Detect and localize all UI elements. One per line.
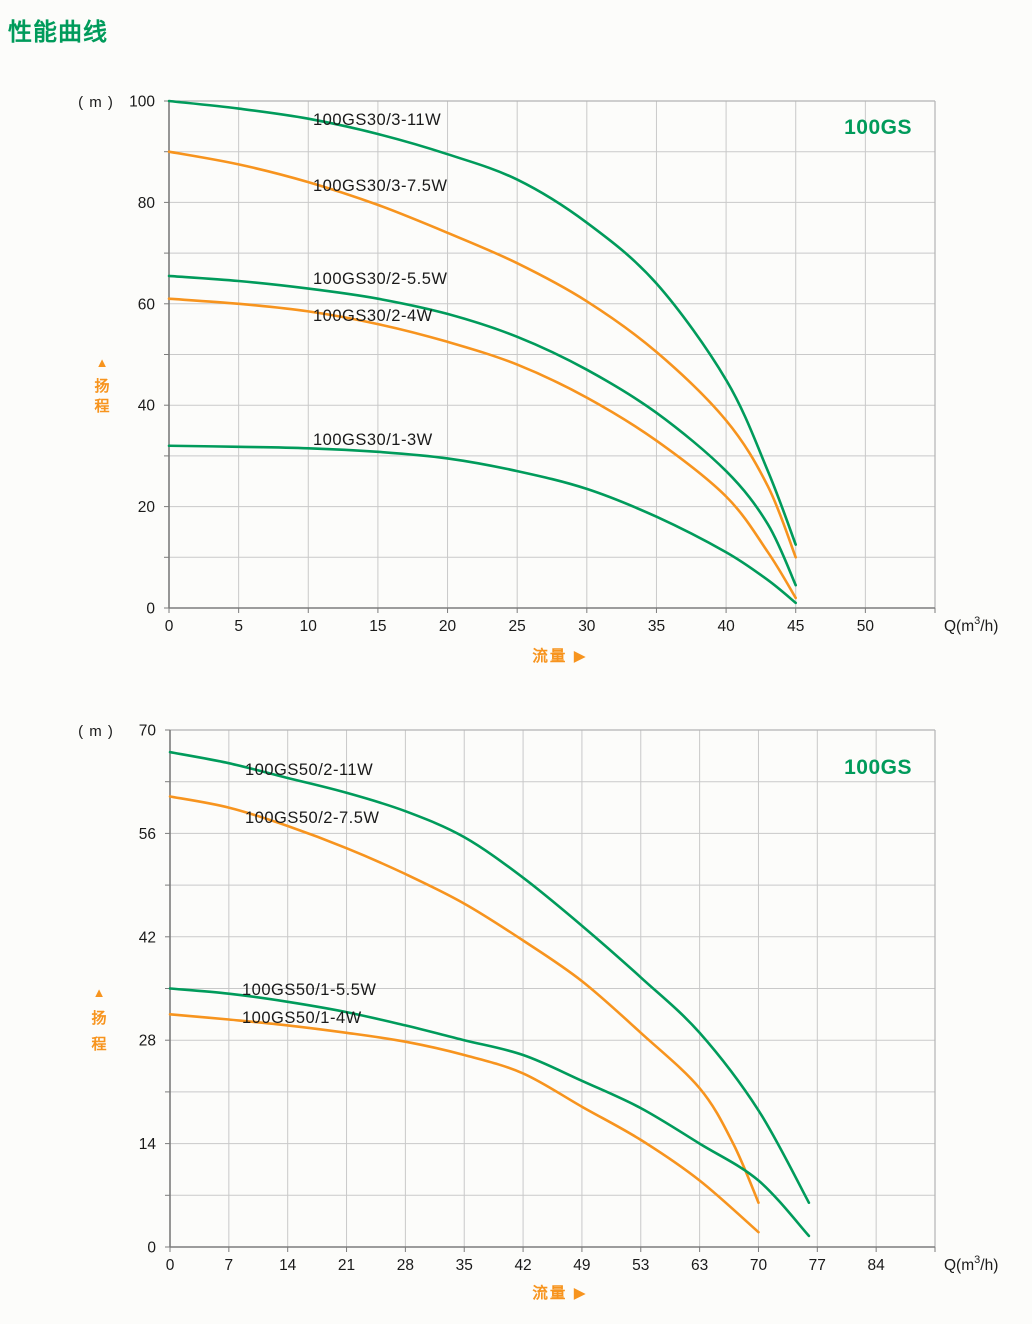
- curve-100GS50/1-4W: [168, 1013, 760, 1234]
- curve-label: 100GS30/3-11W: [313, 111, 441, 129]
- x-tick-label: 20: [439, 618, 457, 635]
- y-tick-label: 20: [138, 499, 156, 516]
- x-tick-label: 14: [279, 1257, 297, 1274]
- x-tick-label: 50: [857, 618, 875, 635]
- curve-100GS30/2-5.5W: [167, 274, 797, 587]
- x-tick-label: 30: [578, 618, 596, 635]
- arrow-up-icon: ▲: [96, 355, 109, 370]
- brand-label: 100GS: [844, 756, 912, 779]
- x-tick-label: 63: [691, 1257, 708, 1274]
- x-unit-label: Q(m3/h): [944, 1254, 998, 1274]
- x-tick-label: 28: [397, 1257, 414, 1274]
- x-tick-label: 15: [369, 618, 386, 635]
- y-tick-label: 70: [139, 723, 157, 740]
- brand-label: 100GS: [844, 116, 912, 139]
- x-axis-caption: 流量 ▶: [532, 646, 587, 665]
- curve-100GS30/3-7.5W: [167, 150, 797, 559]
- y-axis-caption: 程: [94, 398, 109, 415]
- y-tick-label: 56: [139, 826, 156, 843]
- curve-label: 100GS30/1-3W: [313, 431, 433, 449]
- x-tick-label: 45: [787, 618, 804, 635]
- x-tick-label: 21: [338, 1257, 355, 1274]
- curve-label: 100GS50/1-4W: [242, 1009, 362, 1027]
- curve-label: 100GS30/2-5.5W: [313, 270, 448, 288]
- x-tick-label: 42: [514, 1257, 531, 1274]
- curve-100GS50/2-11W: [168, 750, 811, 1204]
- y-tick-label: 40: [138, 398, 156, 415]
- x-tick-label: 0: [166, 1257, 175, 1274]
- y-unit-label: ( m ): [78, 94, 114, 111]
- page-title: 性能曲线: [8, 19, 108, 46]
- y-axis-caption: 扬: [91, 1009, 106, 1027]
- curve-label: 100GS30/3-7.5W: [313, 177, 448, 195]
- y-tick-label: 28: [139, 1033, 156, 1050]
- x-tick-label: 70: [750, 1257, 768, 1274]
- curve-label: 100GS50/2-7.5W: [245, 809, 380, 827]
- x-tick-label: 53: [632, 1257, 649, 1274]
- x-tick-label: 35: [648, 618, 665, 635]
- axis-ticks: [164, 100, 936, 613]
- y-tick-label: 0: [146, 601, 155, 618]
- grid-lines: [170, 730, 935, 1247]
- grid-lines: [169, 101, 935, 608]
- arrow-up-icon: ▲: [93, 985, 106, 1000]
- x-tick-label: 84: [868, 1257, 886, 1274]
- x-tick-label: 77: [809, 1257, 826, 1274]
- curve-label: 100GS50/2-11W: [245, 761, 373, 779]
- curve-100GS30/1-3W: [167, 444, 797, 605]
- x-tick-label: 40: [717, 618, 735, 635]
- y-tick-label: 100: [129, 94, 155, 111]
- y-axis-caption: 程: [91, 1036, 106, 1053]
- curve-label: 100GS50/1-5.5W: [242, 981, 377, 999]
- curve-100GS50/2-7.5W: [168, 795, 760, 1204]
- x-tick-label: 5: [234, 618, 243, 635]
- curve-100GS30/2-4W: [167, 297, 797, 600]
- x-tick-label: 25: [509, 618, 526, 635]
- arrow-right-icon: ▶: [567, 648, 587, 665]
- x-tick-label: 10: [300, 618, 318, 635]
- plot-border: [170, 729, 936, 1247]
- y-tick-label: 0: [147, 1240, 156, 1257]
- chart-100gs50: 0 7 14 21 28 35 42 49 53 63 70 77 84 Q(m3/h) 0 14 28 42 56…: [78, 723, 998, 1303]
- x-tick-label: 49: [573, 1257, 590, 1274]
- plot-border: [169, 100, 936, 608]
- x-tick-label: 0: [165, 618, 174, 635]
- chart-100gs30: 0 5 10 15 20 25 30 35 40 45 50 Q(m3/h) 0 20 40 60 80 100 (…: [78, 94, 998, 666]
- x-axis-caption: 流量 ▶: [532, 1283, 587, 1302]
- axes: [168, 101, 935, 609]
- y-tick-label: 14: [139, 1136, 157, 1153]
- x-unit-label: Q(m3/h): [944, 615, 998, 635]
- curve-100GS30/3-11W: [167, 99, 797, 546]
- curve-label: 100GS30/2-4W: [313, 307, 433, 325]
- curve-100GS50/1-5.5W: [168, 987, 811, 1238]
- x-tick-label: 7: [225, 1257, 234, 1274]
- y-tick-label: 60: [138, 296, 156, 313]
- y-tick-label: 80: [138, 195, 156, 212]
- x-tick-label: 35: [456, 1257, 473, 1274]
- y-axis-caption: 扬: [94, 377, 109, 395]
- y-tick-label: 42: [139, 929, 156, 946]
- arrow-right-icon: ▶: [567, 1285, 587, 1302]
- y-unit-label: ( m ): [78, 723, 114, 740]
